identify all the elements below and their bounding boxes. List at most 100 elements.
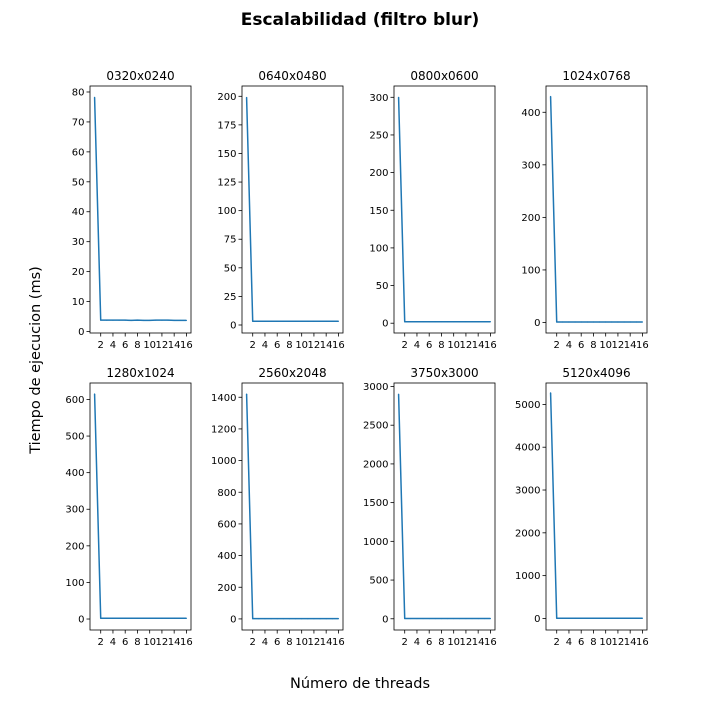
data-point [100,617,102,619]
x-tick-label: 16 [484,340,497,351]
data-point [252,320,254,322]
x-tick-label: 8 [286,340,292,351]
data-point [245,393,248,395]
y-tick-label: 800 [217,488,236,499]
y-tick-label: 50 [224,263,237,274]
subplot-0800x0600: 0800x0600 0 50 100 150 200 250 300 2 4 6 8 10 12 14 16 [369,69,496,351]
data-point [416,617,418,620]
data-point [562,321,564,323]
data-point [130,617,132,619]
data-point [580,617,582,619]
data-point [477,321,479,323]
x-tick-label: 2 [250,637,256,648]
x-tick-label: 10 [295,637,308,648]
series-line [549,96,643,323]
figure-title: Escalabilidad (filtro blur) [240,10,480,30]
y-tick-label: 500 [65,432,84,443]
data-point [270,320,272,322]
data-point [623,617,625,619]
data-point [100,319,102,321]
y-tick-label: 80 [72,87,85,98]
data-point [173,319,175,322]
data-point [611,617,613,619]
y-tick-label: 1000 [363,537,388,548]
x-tick-label: 12 [308,340,321,351]
y-tick-label: 75 [224,235,237,246]
data-point [465,617,467,620]
data-point [483,617,485,620]
data-point [319,618,321,620]
data-point [641,617,644,619]
data-point [155,617,157,619]
data-point [313,618,315,620]
y-tick-label: 4000 [515,443,540,454]
y-tick-label: 50 [72,177,85,188]
x-tick-label: 14 [320,340,333,351]
subplot-5120x4096: 5120x4096 0 1000 2000 3000 4000 5000 2 4 6 8 10 12 14… [515,366,649,648]
data-point [465,321,467,323]
data-point [185,617,188,619]
x-tick-label: 8 [286,637,292,648]
y-tick-label: 300 [369,93,388,104]
data-point [397,96,400,98]
y-tick-label: 3000 [363,382,388,393]
data-point [331,320,333,322]
y-tick-label: 0 [230,320,236,331]
data-point [179,319,181,322]
data-point [264,618,266,620]
data-point [331,618,333,620]
x-tick-label: 4 [566,637,572,648]
data-point [428,617,430,620]
data-point [276,618,278,620]
data-point [568,617,570,619]
data-point [179,617,181,619]
data-point [118,617,120,619]
subplot-title: 1280x1024 [106,366,174,380]
data-point [282,320,284,322]
x-tick-label: 8 [438,637,444,648]
series-line [549,392,643,619]
data-point [118,319,120,321]
data-point [586,321,588,323]
data-point [136,617,139,619]
y-tick-label: 200 [369,168,388,179]
x-tick-label: 2 [402,637,408,648]
y-tick-label: 2000 [363,459,388,470]
data-point [446,321,449,323]
subplot-title: 0800x0600 [410,69,478,83]
y-tick-label: 100 [65,578,84,589]
x-tick-label: 6 [122,340,128,351]
data-point [325,618,327,620]
y-tick-label: 3000 [515,486,540,497]
data-point [337,618,340,620]
y-tick-label: 400 [217,551,236,562]
data-point [288,618,291,620]
y-tick-label: 0 [230,614,236,625]
data-point [592,617,595,619]
x-tick-label: 2 [402,340,408,351]
y-tick-label: 70 [72,117,85,128]
x-tick-label: 12 [308,637,321,648]
y-tick-label: 25 [224,292,237,303]
data-point [477,617,479,620]
x-tick-label: 2 [554,637,560,648]
y-tick-label: 0 [382,319,388,330]
y-tick-label: 100 [369,243,388,254]
data-point [549,392,552,394]
y-tick-label: 1400 [211,393,236,404]
y-tick-label: 1200 [211,424,236,435]
y-tick-label: 200 [65,541,84,552]
subplot-title: 2560x2048 [258,366,326,380]
data-point [142,617,145,619]
data-point [337,320,340,322]
data-point [611,321,613,323]
x-tick-label: 10 [143,340,156,351]
data-point [397,393,400,395]
x-tick-label: 4 [262,637,268,648]
data-point [453,617,455,620]
x-tick-label: 6 [426,340,432,351]
subplot-title: 3750x3000 [410,366,478,380]
x-tick-label: 2 [98,340,104,351]
